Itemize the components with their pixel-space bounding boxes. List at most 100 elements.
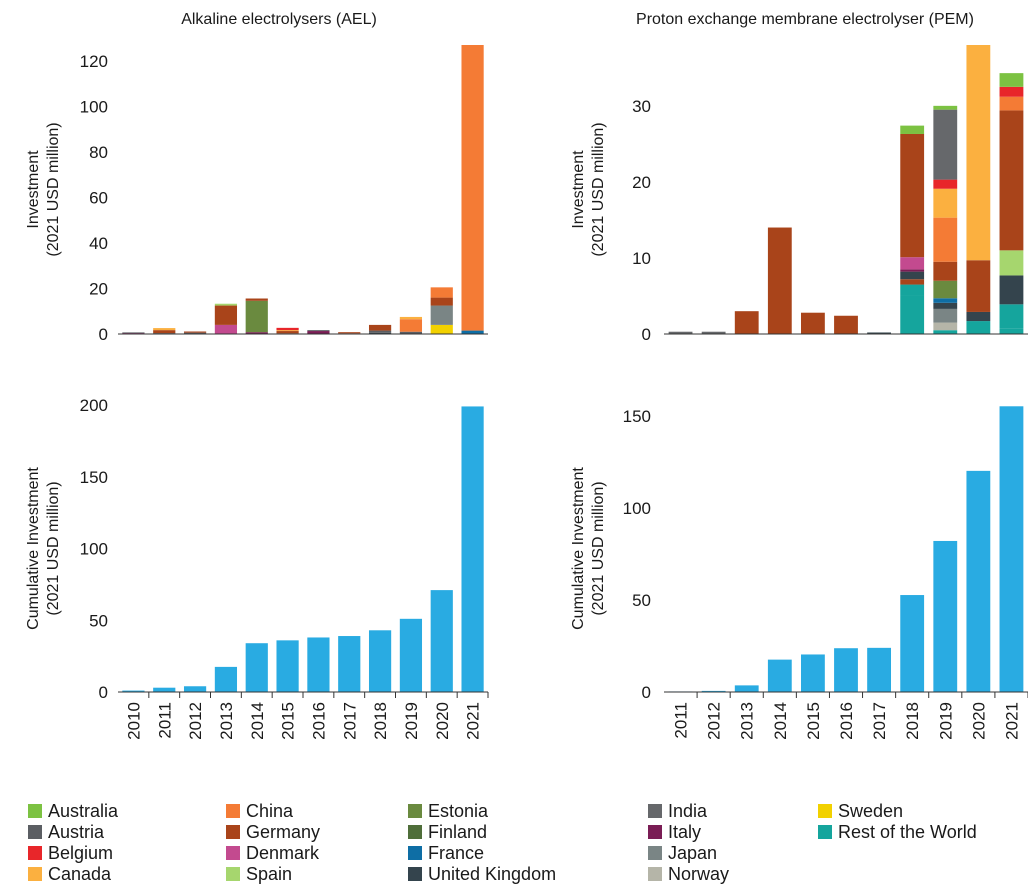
- legend-label: Rest of the World: [838, 822, 977, 842]
- y-axis-label: (2021 USD million): [45, 122, 62, 256]
- legend-item: China: [226, 800, 293, 822]
- legend-label: Finland: [428, 822, 488, 842]
- legend-label: Australia: [48, 801, 119, 821]
- bar-segment-japan: [430, 305, 453, 325]
- bar-segment-canada: [399, 316, 423, 320]
- y-axis-label: Cumulative Investment: [25, 467, 42, 630]
- bar: [214, 666, 238, 692]
- y-axis-label: (2021 USD million): [590, 481, 607, 615]
- y-tick-label: 0: [642, 683, 651, 702]
- bar-segment-japan: [933, 308, 958, 323]
- bar: [153, 687, 176, 692]
- x-tick-label: 2019: [936, 702, 955, 740]
- x-tick-label: 2015: [279, 702, 298, 740]
- x-tick-label: 2011: [672, 702, 691, 739]
- bar-segment-france: [461, 330, 484, 334]
- legend-item: Australia: [28, 800, 118, 822]
- bar-segment-austria: [307, 330, 330, 332]
- bar-segment-united-kingdom: [999, 275, 1024, 305]
- y-tick-label: 0: [642, 325, 651, 344]
- bar-segment-rest-of-the-world: [933, 330, 958, 334]
- bar-segment-united-kingdom: [933, 302, 958, 309]
- legend-label: Estonia: [428, 801, 489, 821]
- y-axis-label: (2021 USD million): [590, 122, 607, 256]
- bar-segment-canada: [933, 188, 958, 218]
- y-axis-label: (2021 USD million): [45, 481, 62, 615]
- legend-swatch: [648, 825, 662, 839]
- bar: [800, 654, 825, 692]
- bar-segment-germany: [966, 260, 991, 312]
- y-tick-label: 120: [80, 52, 108, 71]
- x-tick-label: 2013: [738, 702, 757, 740]
- y-axis-label: Investment: [25, 150, 42, 229]
- bar: [834, 648, 858, 692]
- y-tick-label: 20: [89, 279, 108, 298]
- y-tick-label: 0: [99, 325, 108, 344]
- bar-segment-estonia: [245, 300, 268, 333]
- bar-segment-spain: [214, 303, 238, 306]
- bar-segment-rest-of-the-world: [966, 321, 991, 334]
- legend-item: Rest of the World: [818, 821, 977, 843]
- x-tick-label: 2014: [771, 702, 790, 740]
- bar-segment-germany: [834, 315, 858, 334]
- legend-label: Sweden: [838, 801, 904, 821]
- bar-segment-france: [933, 298, 958, 303]
- bar-segment-australia: [999, 73, 1024, 87]
- bar-segment-germany: [900, 133, 925, 258]
- legend-item: India: [648, 800, 707, 822]
- bar-segment-sweden: [430, 324, 453, 334]
- bar-segment-china: [430, 287, 453, 298]
- bar-segment-austria: [368, 330, 392, 333]
- x-tick-label: 2013: [217, 702, 236, 740]
- bar-segment-china: [399, 319, 423, 332]
- bar-segment-rest-of-the-world: [900, 284, 925, 296]
- bar-segment-spain: [999, 250, 1024, 276]
- y-tick-label: 200: [80, 396, 108, 415]
- chart-panel-2: Cumulative Investment (2021 USD million) 0…: [25, 396, 489, 740]
- bar-segment-germany: [734, 311, 759, 334]
- legend-label: Norway: [668, 864, 730, 884]
- x-tick-label: 2018: [903, 702, 922, 740]
- bar-segment-germany: [214, 305, 238, 325]
- bar: [701, 690, 726, 692]
- legend-item: Belgium: [28, 842, 113, 864]
- bar-segment-germany: [338, 332, 361, 334]
- legend-item: Sweden: [818, 800, 903, 822]
- bar-segment-united-kingdom: [368, 332, 392, 334]
- bar: [276, 640, 299, 692]
- legend-label: Denmark: [246, 843, 320, 863]
- legend-item: Austria: [28, 821, 104, 843]
- legend-label: Japan: [668, 843, 718, 863]
- bar: [999, 406, 1024, 692]
- bar: [734, 685, 759, 692]
- legend-label: China: [246, 801, 294, 821]
- x-tick-label: 2018: [371, 702, 390, 740]
- bar-segment-austria: [399, 331, 423, 334]
- x-tick-label: 2021: [464, 702, 483, 740]
- bar-segment-germany: [999, 110, 1024, 251]
- bar-segment-norway: [933, 322, 958, 331]
- bar-segment-united-kingdom: [966, 311, 991, 322]
- bar: [245, 643, 268, 692]
- bar: [933, 540, 958, 692]
- x-tick-label: 2010: [124, 702, 143, 740]
- legend-item: Italy: [648, 821, 701, 843]
- y-tick-label: 150: [623, 407, 651, 426]
- legend-label: Italy: [668, 822, 702, 842]
- legend-swatch: [226, 867, 240, 881]
- bar-segment-germany: [276, 331, 299, 334]
- x-tick-label: 2015: [804, 702, 823, 740]
- chart-panel-3: Cumulative Investment (2021 USD million) 0…: [570, 406, 1028, 740]
- chart-panel-1: Proton exchange membrane electrolyser (P…: [570, 11, 1028, 344]
- legend-label: Belgium: [48, 843, 114, 863]
- bar-segment-denmark: [214, 324, 238, 334]
- chart-title: Proton exchange membrane electrolyser (P…: [636, 11, 974, 28]
- bar-segment-germany: [245, 298, 268, 301]
- bar-segment-italy: [307, 331, 330, 334]
- legend-item: Canada: [28, 863, 111, 885]
- bar: [461, 406, 484, 692]
- x-tick-label: 2016: [309, 702, 328, 740]
- bar: [122, 690, 145, 692]
- bar-segment-rest-of-the-world: [999, 304, 1024, 329]
